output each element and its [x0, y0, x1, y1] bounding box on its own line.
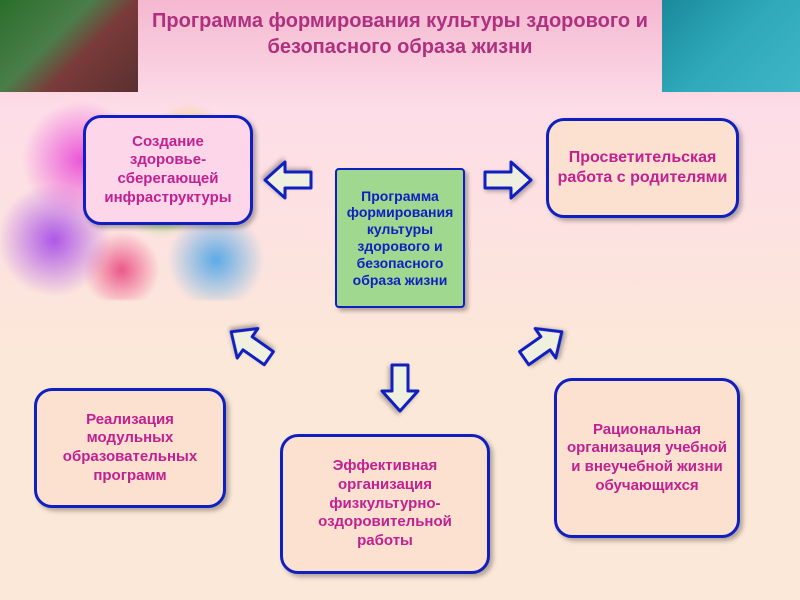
- arrow-a5: [511, 314, 575, 375]
- center-node: Программа формирования культуры здоровог…: [335, 168, 465, 308]
- photo-top-left: [0, 0, 138, 92]
- node-n5: Рациональная организация учебной и внеуч…: [554, 378, 740, 538]
- node-n4: Эффективная организация физкультурно-озд…: [280, 434, 490, 574]
- node-n3: Реализация модульных образовательных про…: [34, 388, 226, 508]
- arrow-a3: [218, 314, 282, 375]
- slide-title: Программа формирования культуры здоровог…: [150, 8, 650, 60]
- arrow-a4: [380, 363, 420, 413]
- node-n2: Просветительская работа с родителями: [546, 118, 739, 218]
- arrow-a1: [263, 160, 313, 200]
- arrow-a2: [483, 160, 533, 200]
- photo-top-right: [662, 0, 800, 92]
- node-n1: Создание здоровье-сберегающей инфраструк…: [83, 115, 253, 225]
